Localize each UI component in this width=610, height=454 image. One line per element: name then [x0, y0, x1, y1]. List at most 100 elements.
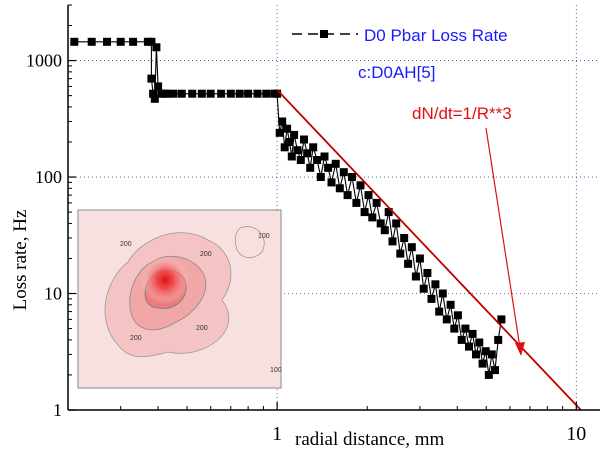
data-point [226, 89, 235, 98]
data-point [300, 135, 308, 144]
data-point [376, 219, 385, 228]
data-point [197, 89, 206, 98]
x-axis-label: radial distance, mm [295, 429, 445, 450]
data-point [457, 335, 466, 344]
data-point [147, 74, 156, 83]
data-point [150, 94, 159, 103]
data-point [147, 37, 156, 46]
data-point [400, 234, 409, 242]
data-point [87, 37, 96, 46]
data-point [327, 178, 336, 187]
data-point [275, 128, 284, 137]
data-point [293, 146, 302, 155]
data-point [306, 163, 315, 172]
data-point [380, 226, 389, 235]
annotation-arrow [485, 127, 525, 356]
data-point [331, 159, 340, 168]
data-point [188, 89, 197, 98]
y-tick-label: 1000 [26, 51, 62, 71]
y-axis-label: Loss rate, Hz [10, 210, 31, 311]
annotation-fit-formula: dN/dt=1/R**3 [412, 104, 512, 123]
data-point [423, 269, 432, 277]
data-point [206, 89, 215, 98]
inset-contour-label-2: 100 [258, 233, 270, 240]
data-point [235, 89, 244, 98]
inset-contour-label-4: 200 [196, 325, 208, 332]
data-point [461, 324, 470, 333]
data-point [70, 37, 79, 46]
data-point [103, 37, 111, 46]
data-point [356, 181, 365, 190]
data-point [431, 280, 440, 289]
data-point [290, 130, 299, 139]
fit-line-inverse-cube [276, 89, 583, 410]
y-tick-label: 10 [44, 284, 62, 304]
data-point [285, 138, 294, 146]
inset-contour-label-1: 200 [120, 241, 132, 248]
data-point [149, 89, 158, 98]
data-point [280, 143, 289, 152]
data-point [497, 315, 506, 324]
data-point [472, 350, 480, 359]
data-point [313, 156, 322, 164]
data-point [478, 359, 487, 368]
data-point [309, 143, 318, 152]
y-tick-label: 1 [53, 400, 62, 420]
inset-hotspot [141, 256, 189, 304]
data-point [163, 89, 172, 98]
data-point [262, 89, 271, 98]
data-point [169, 89, 178, 98]
data-point [348, 173, 356, 181]
data-point [442, 315, 451, 324]
x-tick-label: 10 [566, 423, 586, 445]
plot-area [70, 37, 583, 410]
data-point [484, 370, 493, 379]
data-point [487, 350, 496, 359]
data-point [364, 191, 373, 200]
data-point [152, 43, 161, 52]
data-point [253, 89, 262, 98]
data-point [343, 191, 352, 200]
data-point [453, 311, 462, 320]
inset-contour-label-5: 200 [130, 335, 142, 342]
data-point [384, 208, 393, 217]
data-point [465, 342, 473, 351]
data-point [396, 249, 405, 258]
legend-entry-d0-pbar-loss-rate: D0 Pbar Loss Rate [364, 26, 508, 45]
data-point [116, 37, 125, 46]
data-point [388, 237, 397, 246]
inset-contour-label-6: 100 [270, 367, 282, 374]
data-point [372, 198, 381, 207]
data-point [352, 198, 361, 207]
legend: D0 Pbar Loss Rate [292, 26, 508, 45]
axis-ticks: 1 10 100 1000 1 10 [26, 4, 586, 445]
data-point [360, 208, 369, 217]
inset-contour-map: 200 100 200 200 200 100 [77, 209, 282, 389]
data-point [278, 117, 287, 126]
data-point [154, 82, 163, 91]
data-point [491, 366, 499, 375]
data-point [446, 300, 455, 309]
data-point [494, 335, 503, 344]
data-point [244, 89, 253, 98]
x-tick-label: 1 [272, 423, 282, 445]
data-point [217, 89, 226, 98]
data-point [339, 168, 348, 177]
data-point [368, 213, 377, 222]
inset-contour-side [234, 226, 265, 259]
data-point [316, 173, 325, 181]
data-point [283, 124, 292, 133]
data-point [419, 284, 428, 293]
data-point [287, 152, 296, 161]
data-point [468, 329, 477, 338]
data-point [481, 347, 490, 356]
data-point [273, 89, 282, 98]
data-point [320, 152, 329, 161]
inset-contour-label-3: 200 [200, 251, 212, 258]
data-point [392, 219, 401, 228]
y-tick-label: 100 [35, 167, 62, 187]
data-point [427, 294, 436, 303]
data-point [303, 149, 312, 158]
data-point [411, 272, 420, 281]
